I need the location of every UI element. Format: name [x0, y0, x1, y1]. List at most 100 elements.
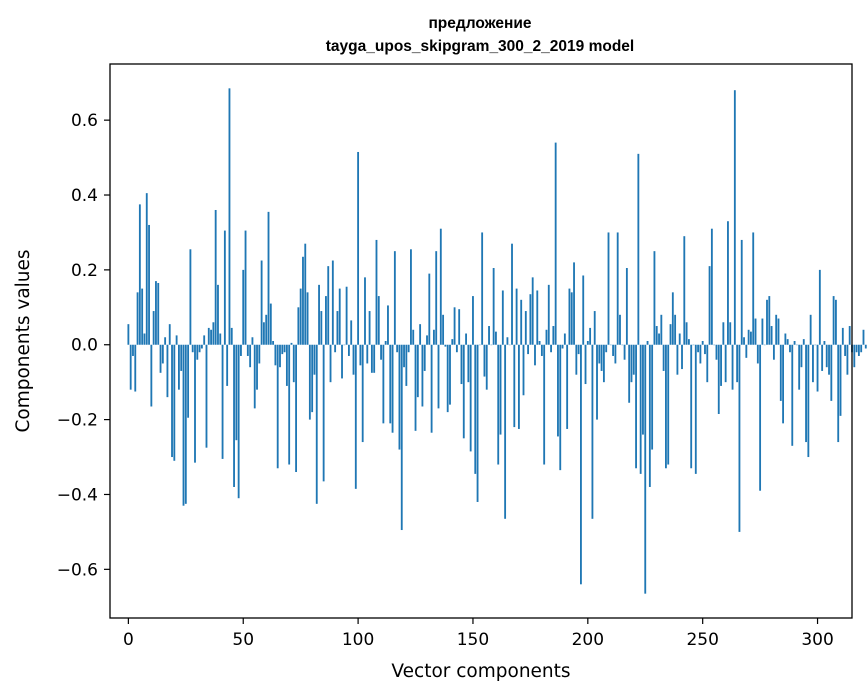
bar — [678, 333, 681, 345]
bar — [529, 294, 532, 345]
x-tick-label: 150 — [457, 630, 489, 650]
bar — [467, 344, 470, 383]
bar — [602, 344, 605, 383]
bar — [832, 296, 835, 345]
bar — [841, 327, 844, 345]
bar — [483, 344, 486, 377]
bar — [380, 344, 382, 360]
bar — [338, 288, 341, 345]
bar — [745, 344, 748, 358]
bar — [800, 344, 803, 368]
bar — [292, 344, 295, 383]
bar — [474, 344, 477, 474]
bar — [403, 344, 405, 368]
bar — [178, 344, 180, 390]
bar — [655, 326, 658, 345]
bar — [639, 344, 642, 474]
bar — [462, 344, 465, 439]
bar — [704, 344, 706, 355]
bar — [141, 288, 144, 345]
bar — [432, 329, 435, 345]
bar — [398, 344, 401, 450]
bar — [198, 344, 201, 353]
bar — [281, 344, 284, 355]
bar — [265, 314, 268, 345]
bar — [495, 331, 497, 345]
bar — [481, 232, 484, 345]
bar — [258, 344, 261, 364]
x-tick-label: 100 — [342, 630, 374, 650]
bar — [816, 344, 819, 392]
bar — [364, 277, 366, 345]
x-tick-label: 0 — [123, 630, 134, 650]
bar — [138, 204, 141, 345]
y-tick-label: −0.2 — [57, 411, 98, 431]
bar — [212, 322, 215, 345]
y-tick-label: 0.6 — [71, 111, 98, 131]
bar — [598, 344, 601, 364]
bar — [628, 344, 631, 403]
bar — [488, 326, 490, 345]
bar — [653, 251, 656, 345]
bar — [766, 299, 768, 345]
bar — [701, 341, 704, 345]
bar — [839, 344, 842, 416]
bar — [405, 344, 408, 386]
bar — [262, 322, 265, 345]
bar — [791, 344, 794, 446]
y-axis: −0.6 −0.4 −0.2 0.0 0.2 0.4 0.6 — [57, 111, 110, 580]
bar — [297, 307, 300, 345]
bar — [315, 344, 318, 504]
bar — [586, 341, 589, 345]
bar — [747, 329, 750, 345]
bar — [290, 342, 293, 345]
bar — [472, 296, 474, 345]
bar — [855, 344, 858, 353]
y-tick-label: −0.6 — [57, 560, 98, 580]
bar — [217, 284, 219, 345]
bar — [697, 344, 700, 353]
x-tick-label: 200 — [572, 630, 604, 650]
bar — [821, 344, 824, 371]
bars-group — [127, 88, 867, 594]
bar — [221, 344, 224, 459]
bar — [230, 327, 233, 345]
bar — [660, 314, 663, 345]
bar — [132, 344, 134, 356]
bar — [623, 344, 626, 360]
bar — [589, 327, 592, 345]
bar — [274, 344, 277, 366]
bar — [750, 331, 752, 345]
bar — [253, 344, 256, 409]
bar — [180, 344, 183, 371]
bar — [550, 344, 552, 353]
bar — [818, 269, 821, 345]
bar — [793, 341, 796, 345]
x-tick-label: 250 — [686, 630, 718, 650]
bar — [237, 344, 240, 499]
y-axis-label: Components values — [13, 249, 34, 432]
bar — [442, 314, 445, 345]
bar — [223, 230, 226, 345]
bar — [469, 344, 472, 452]
bar — [168, 324, 171, 345]
chart-subtitle: tayga_upos_skipgram_300_2_2019 model — [326, 38, 634, 55]
bar — [410, 249, 412, 345]
bar — [708, 266, 711, 345]
bar — [591, 344, 594, 519]
bar — [368, 311, 371, 345]
bar — [210, 329, 212, 345]
bar — [635, 344, 637, 469]
bar — [614, 344, 617, 364]
bar — [347, 344, 350, 356]
bar — [426, 335, 428, 345]
bar — [285, 344, 288, 386]
bar — [570, 292, 573, 345]
bar — [382, 344, 385, 424]
bar — [357, 151, 360, 345]
bar — [246, 344, 249, 356]
y-tick-label: 0.4 — [71, 186, 98, 206]
bar — [667, 344, 670, 465]
bar — [722, 322, 725, 345]
